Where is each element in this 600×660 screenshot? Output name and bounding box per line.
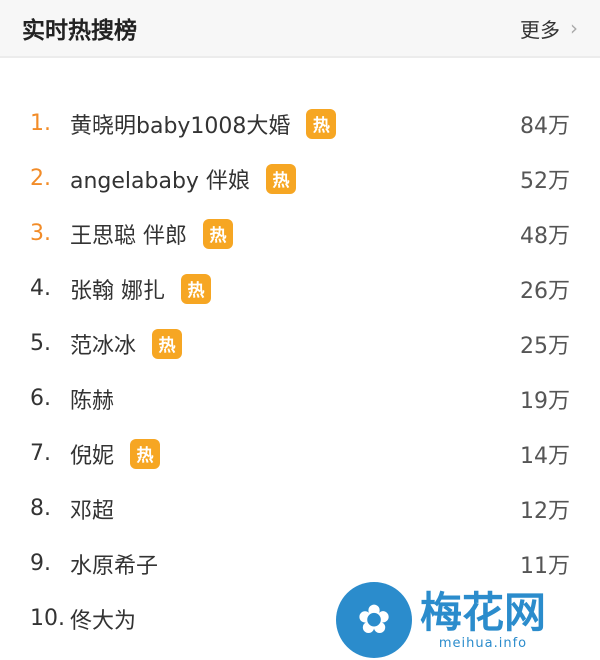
search-count: 11万 (520, 553, 570, 579)
hot-badge: 热 (306, 108, 337, 139)
watermark-en: meihua.info (438, 635, 528, 651)
list-item[interactable]: 8. 邓超 12万 (0, 481, 600, 536)
list-item[interactable]: 3. 王思聪 伴郎 热 48万 (0, 206, 600, 261)
rank: 6. (30, 386, 51, 411)
list-item[interactable]: 9. 水原希子 11万 (0, 536, 600, 591)
list-item[interactable]: 10. 佟大为 (0, 591, 600, 646)
search-count: 12万 (520, 498, 570, 524)
hot-badge: 热 (265, 163, 296, 194)
page-title: 实时热搜榜 (22, 18, 137, 44)
rank: 2. (30, 166, 51, 191)
search-count: 48万 (520, 223, 570, 249)
hot-search-list: 1. 黄晓明baby1008大婚 热 84万 2. angelababy 伴娘 热… (0, 96, 600, 646)
list-item[interactable]: 2. angelababy 伴娘 热 52万 (0, 151, 600, 206)
search-count: 14万 (520, 443, 570, 469)
rank: 4. (30, 276, 51, 301)
topic-link[interactable]: 张翰 娜扎 (70, 278, 165, 304)
watermark-cn: 梅花网 (420, 587, 547, 637)
topic-link[interactable]: 王思聪 伴郎 (70, 223, 187, 249)
topic-link[interactable]: 邓超 (70, 498, 115, 524)
rank: 8. (30, 496, 51, 521)
search-count: 26万 (520, 278, 570, 304)
flower-logo-icon: ✿ (336, 582, 412, 658)
rank: 9. (30, 551, 51, 576)
hot-badge: 热 (203, 218, 233, 249)
hot-badge: 热 (181, 273, 211, 304)
search-count: 25万 (520, 333, 570, 359)
topic-link[interactable]: 黄晓明baby1008大婚 (70, 113, 291, 139)
topic-link[interactable]: 佟大为 (70, 608, 137, 634)
chevron-right-icon: › (570, 16, 578, 40)
search-count: 84万 (520, 113, 570, 139)
rank: 10. (30, 606, 65, 631)
header: 实时热搜榜 更多 › (0, 0, 600, 58)
search-count: 52万 (520, 168, 570, 194)
topic-link[interactable]: 范冰冰 (70, 333, 137, 359)
list-item[interactable]: 7. 倪妮 热 14万 (0, 426, 600, 481)
watermark: ✿ 梅花网 meihua.info (330, 580, 553, 660)
rank: 3. (30, 221, 51, 246)
list-item[interactable]: 5. 范冰冰 热 25万 (0, 316, 600, 371)
more-link[interactable]: 更多 › (520, 14, 578, 43)
list-item[interactable]: 4. 张翰 娜扎 热 26万 (0, 261, 600, 316)
topic-link[interactable]: 水原希子 (70, 553, 159, 579)
rank: 1. (30, 111, 51, 136)
hot-badge: 热 (130, 438, 161, 469)
more-label: 更多 (520, 17, 560, 42)
topic-link[interactable]: 倪妮 (70, 443, 115, 469)
topic-link[interactable]: 陈赫 (70, 388, 115, 414)
rank: 7. (30, 441, 51, 466)
rank: 5. (30, 331, 51, 356)
list-item[interactable]: 1. 黄晓明baby1008大婚 热 84万 (0, 96, 600, 151)
hot-badge: 热 (152, 328, 183, 359)
topic-link[interactable]: angelababy 伴娘 (70, 168, 250, 194)
list-item[interactable]: 6. 陈赫 19万 (0, 371, 600, 426)
search-count: 19万 (520, 388, 570, 414)
